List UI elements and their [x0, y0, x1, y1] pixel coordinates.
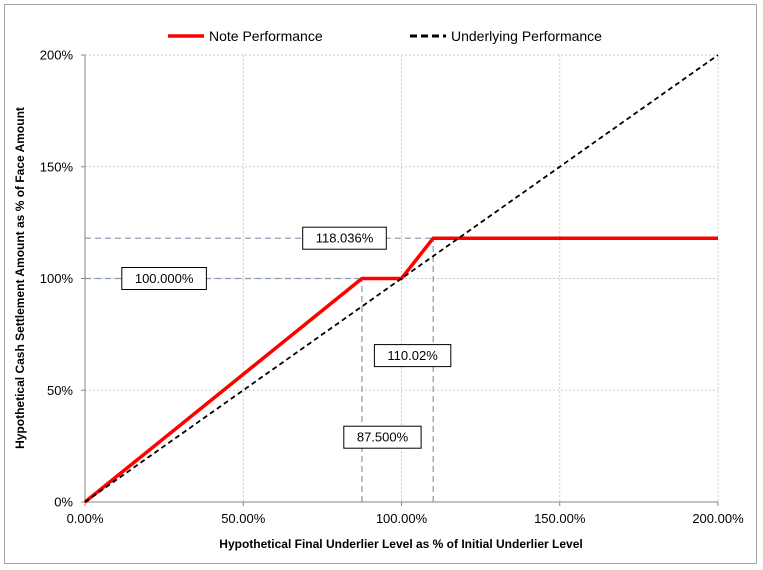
series-lines [83, 54, 719, 504]
x-tick-label: 200.00% [692, 511, 744, 526]
y-axis-title: Hypothetical Cash Settlement Amount as %… [13, 107, 27, 449]
y-tick-label: 0% [54, 495, 73, 510]
x-tick-label: 0.00% [67, 511, 104, 526]
y-tick-label: 50% [47, 383, 73, 398]
callouts: 118.036% 100.000% 110.02% 87.500% [121, 226, 452, 449]
legend: Note Performance Underlying Performance [168, 28, 602, 44]
x-axis-title: Hypothetical Final Underlier Level as % … [219, 537, 582, 551]
legend-label: Underlying Performance [451, 28, 602, 44]
legend-item: Note Performance [168, 28, 323, 44]
callout-box [121, 267, 207, 290]
y-tick-label: 150% [40, 159, 74, 174]
callout: 110.02% [373, 344, 452, 368]
callout-box [373, 344, 452, 368]
x-tick-label: 150.00% [534, 511, 586, 526]
callout-label: 87.500% [357, 430, 409, 445]
legend-label: Note Performance [209, 28, 323, 44]
legend-item: Underlying Performance [410, 28, 602, 44]
callout-label: 118.036% [316, 231, 374, 246]
callout-box [302, 226, 387, 250]
y-tick-label: 100% [40, 271, 74, 286]
tick-labels: 0.00% 50.00% 100.00% 150.00% 200.00% 0% 50% 100… [40, 48, 744, 527]
callout: 87.500% [343, 425, 422, 449]
callout: 118.036% [302, 226, 387, 250]
callout-label: 110.02% [387, 348, 438, 363]
y-tick-label: 200% [40, 48, 74, 63]
underlying-performance-line [84, 54, 719, 503]
callout-label: 100.000% [135, 271, 194, 286]
callout: 100.000% [121, 267, 207, 290]
x-tick-label: 50.00% [221, 511, 266, 526]
x-tick-label: 100.00% [376, 511, 428, 526]
callout-box [343, 425, 422, 449]
